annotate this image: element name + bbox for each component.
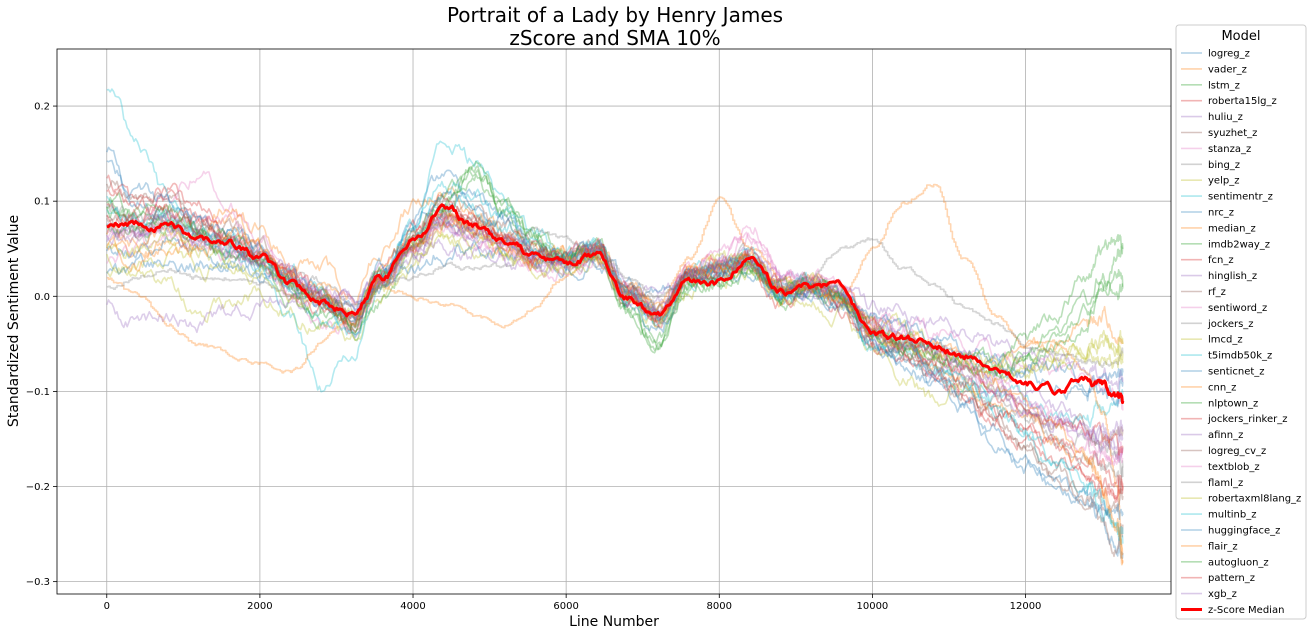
x-tick-label: 8000 — [707, 601, 732, 612]
legend-label: bing_z — [1208, 160, 1240, 171]
legend-label: syuzhet_z — [1208, 128, 1257, 139]
legend-items: logreg_z vader_z lstm_z roberta15lg_z huliu_… — [1181, 49, 1301, 616]
series-line-median-z — [106, 183, 1124, 564]
series-line-lmcd-z — [106, 230, 1124, 373]
legend-label: flaml_z — [1208, 478, 1243, 489]
legend-label: imdb2way_z — [1208, 239, 1270, 250]
legend-label: senticnet_z — [1208, 367, 1265, 378]
legend-label: jockers_z — [1207, 319, 1254, 330]
legend-label: xgb_z — [1208, 589, 1237, 600]
legend-title: Model — [1221, 29, 1260, 44]
series-line-xgb-z — [106, 210, 1124, 442]
legend-label: textblob_z — [1208, 462, 1260, 473]
series-line-imdb2way-z — [106, 169, 1124, 379]
legend-label: logreg_cv_z — [1208, 446, 1266, 457]
series-line-bing-z — [106, 213, 1124, 478]
legend-label: rf_z — [1208, 287, 1226, 298]
x-tick-label: 10000 — [856, 601, 888, 612]
x-tick-label: 12000 — [1010, 601, 1042, 612]
series-line-stanza-z — [106, 224, 1124, 411]
legend-label: sentiword_z — [1208, 303, 1267, 314]
y-tick-label: −0.3 — [26, 577, 50, 588]
legend-label: afinn_z — [1208, 430, 1243, 441]
series-line-textblob-z — [106, 208, 1124, 466]
legend-label: robertaxml8lang_z — [1208, 494, 1301, 505]
legend-label: multinb_z — [1208, 510, 1257, 521]
series-line-yelp-z — [106, 231, 1124, 407]
legend-label: stanza_z — [1208, 144, 1251, 155]
y-tick-label: −0.2 — [26, 482, 50, 493]
series-line-hinglish-z — [106, 238, 1124, 390]
chart-subtitle: zScore and SMA 10% — [509, 26, 720, 50]
x-tick-label: 4000 — [400, 601, 425, 612]
legend-label: vader_z — [1208, 64, 1247, 75]
legend-label: t5imdb50k_z — [1208, 351, 1272, 362]
legend-label: autogluon_z — [1208, 557, 1269, 568]
legend-box — [1175, 24, 1307, 620]
legend-label: z-Score Median — [1208, 605, 1284, 616]
y-tick-label: −0.1 — [26, 387, 50, 398]
legend-label: fcn_z — [1208, 255, 1234, 266]
legend-label: yelp_z — [1208, 176, 1239, 187]
x-tick-label: 6000 — [553, 601, 578, 612]
legend-label: flair_z — [1208, 541, 1238, 552]
y-tick-label: 0.2 — [34, 102, 50, 113]
y-tick-label: 0.0 — [34, 292, 50, 303]
chart-title: Portrait of a Lady by Henry James — [447, 3, 783, 27]
legend-label: huggingface_z — [1208, 526, 1280, 537]
y-axis-label: Standardized Sentiment Value — [6, 215, 22, 427]
x-tick-label: 2000 — [247, 601, 272, 612]
series-line-vader-z — [106, 186, 1124, 373]
series-line-huggingface-z — [106, 159, 1124, 520]
series-line-t5imdb50k-z — [106, 180, 1124, 546]
legend-label: hinglish_z — [1208, 271, 1257, 282]
median-line — [106, 203, 1125, 405]
legend-label: cnn_z — [1208, 382, 1236, 393]
series-line-cnn-z — [106, 207, 1124, 556]
legend: Model logreg_z vader_z lstm_z roberta15lg_z… — [1175, 24, 1307, 620]
axis-ticks: 0 2000 4000 6000 8000 10000 12000 0.2 0.1 0.0 −0.1… — [26, 102, 1042, 612]
series-layer — [106, 88, 1125, 566]
series-line-roberta15lg-z — [106, 174, 1124, 504]
legend-label: lmcd_z — [1208, 335, 1243, 346]
series-line-senticnet-z — [106, 239, 1124, 398]
series-line-flaml-z — [106, 226, 1124, 368]
legend-label: sentimentr_z — [1208, 192, 1273, 203]
grid-lines — [57, 49, 1171, 594]
legend-label: nlptown_z — [1208, 398, 1258, 409]
legend-label: lstm_z — [1208, 80, 1240, 91]
series-line-logreg-cv-z — [106, 179, 1124, 516]
x-axis-label: Line Number — [569, 614, 659, 630]
legend-label: roberta15lg_z — [1208, 96, 1277, 107]
y-tick-label: 0.1 — [34, 197, 50, 208]
legend-label: pattern_z — [1208, 573, 1255, 584]
plot-frame — [56, 48, 1172, 595]
legend-label: logreg_z — [1208, 49, 1250, 60]
legend-label: median_z — [1208, 223, 1256, 234]
legend-label: nrc_z — [1208, 208, 1234, 219]
legend-label: huliu_z — [1208, 112, 1243, 123]
series-line-autogluon-z — [106, 160, 1124, 372]
x-tick-label: 0 — [104, 601, 110, 612]
legend-label: jockers_rinker_z — [1207, 414, 1287, 425]
series-line-jockers-z — [106, 203, 1124, 487]
